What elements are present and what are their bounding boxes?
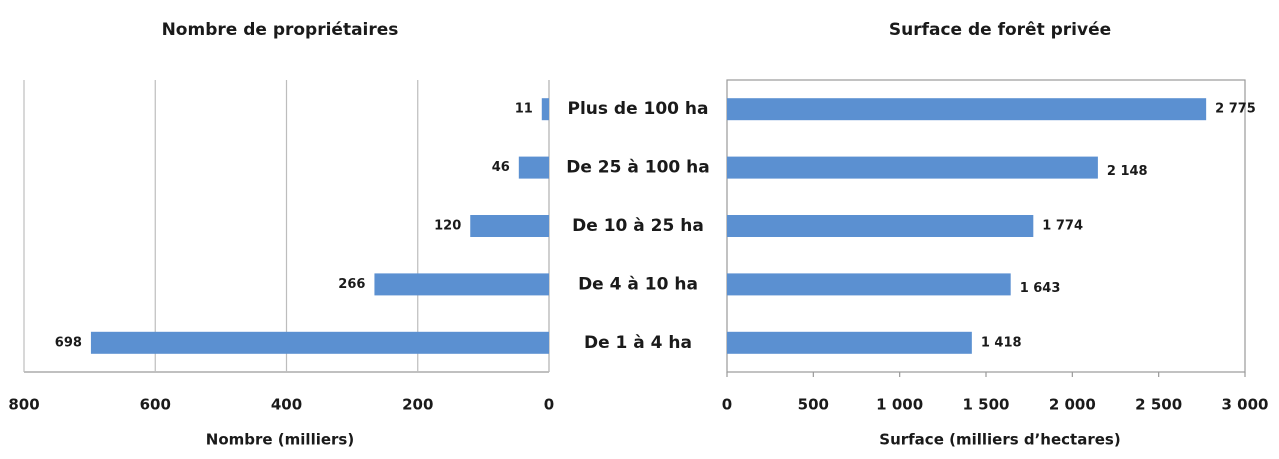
bar xyxy=(518,156,549,179)
data-label: 2 775 xyxy=(1215,102,1256,117)
x-tick-label: 400 xyxy=(271,396,302,414)
bar xyxy=(470,215,549,237)
bar xyxy=(90,331,549,354)
bar xyxy=(727,98,1207,121)
data-label: 1 418 xyxy=(981,335,1022,350)
category-label: De 25 à 100 ha xyxy=(566,158,710,178)
x-tick-label: 200 xyxy=(402,396,433,414)
x-tick-label: 500 xyxy=(798,396,829,414)
bar xyxy=(727,215,1034,237)
x-axis-title: Surface (milliers d’hectares) xyxy=(879,431,1120,449)
bar xyxy=(727,331,972,354)
data-label: 266 xyxy=(338,277,365,292)
x-tick-label: 1 000 xyxy=(876,396,923,414)
x-axis-title: Nombre (milliers) xyxy=(206,431,354,449)
data-label: 1 774 xyxy=(1042,219,1083,234)
x-tick-label: 3 000 xyxy=(1222,396,1269,414)
x-tick-label: 800 xyxy=(8,396,39,414)
x-tick-label: 0 xyxy=(722,396,732,414)
bar xyxy=(727,273,1011,296)
data-label: 1 643 xyxy=(1020,281,1061,296)
data-label: 11 xyxy=(515,102,533,117)
chart-title: Nombre de propriétaires xyxy=(162,20,399,40)
data-label: 2 148 xyxy=(1107,164,1148,179)
data-label: 120 xyxy=(434,219,461,234)
category-label: Plus de 100 ha xyxy=(567,99,708,119)
x-tick-label: 1 500 xyxy=(963,396,1010,414)
x-tick-label: 2 500 xyxy=(1135,396,1182,414)
bar xyxy=(374,273,549,296)
bar xyxy=(541,98,549,121)
x-tick-label: 600 xyxy=(140,396,171,414)
category-label: De 10 à 25 ha xyxy=(572,216,704,236)
bar xyxy=(727,156,1098,179)
x-tick-label: 2 000 xyxy=(1049,396,1096,414)
category-label: De 4 à 10 ha xyxy=(578,274,698,294)
data-label: 46 xyxy=(492,160,510,175)
category-label: De 1 à 4 ha xyxy=(584,333,692,353)
x-tick-label: 0 xyxy=(544,396,554,414)
chart-title: Surface de forêt privée xyxy=(889,20,1111,40)
data-label: 698 xyxy=(55,335,82,350)
